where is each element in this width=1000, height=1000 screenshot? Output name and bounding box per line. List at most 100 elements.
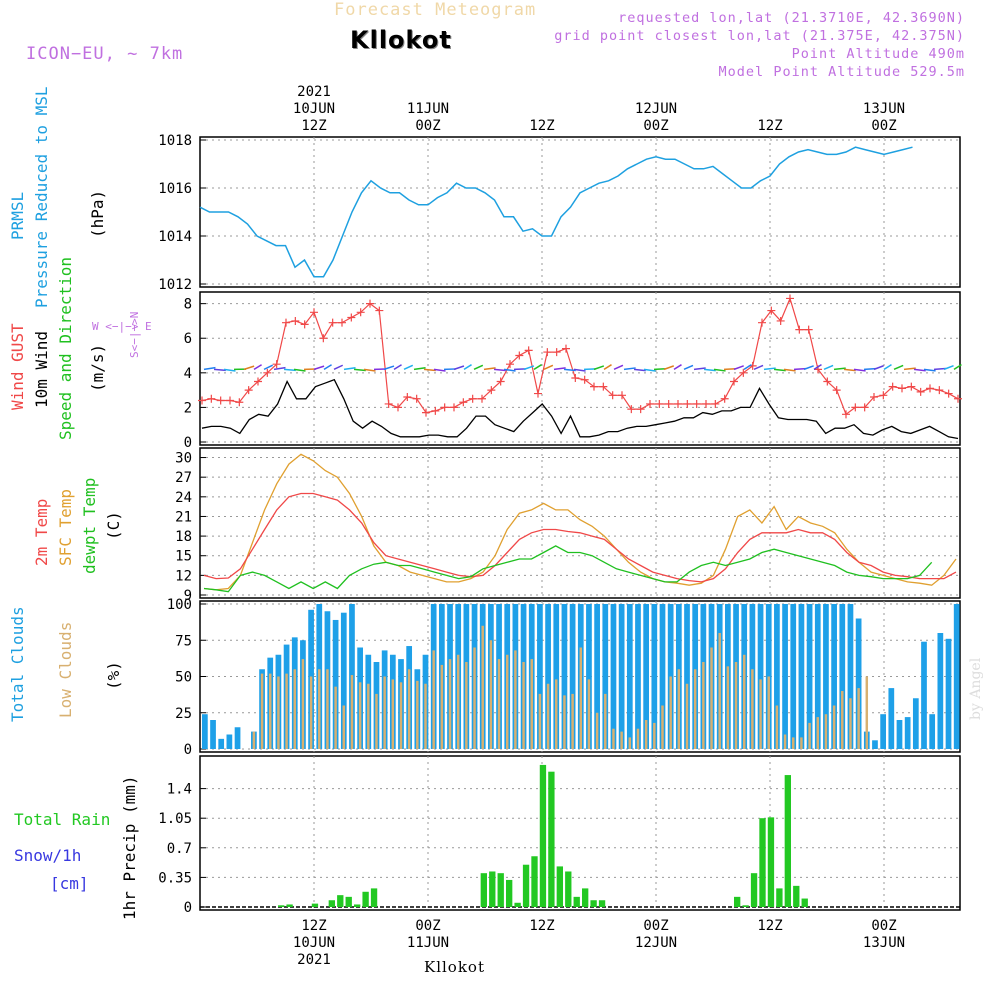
wind-arrow-46 [663,365,675,371]
wind-arrow-13 [333,364,344,371]
low-cloud-bar-80 [857,688,860,749]
grid-point-coords: grid point closest lon,lat (21.375E, 42.… [554,28,965,44]
gust-marker-49 [655,399,664,408]
wind-arrow-8 [283,368,296,372]
wind-ytick-label-4: 8 [184,297,192,313]
rain-bar-18 [354,904,361,907]
low-cloud-bar-67 [751,669,754,749]
wind-arrow-51 [713,368,726,372]
gust-marker-76 [907,382,916,391]
gust-marker-50 [664,399,673,408]
low-cloud-bar-39 [522,662,525,749]
gust-marker-20 [384,399,393,408]
wind-arrow-49 [693,367,706,371]
pressure-line [199,146,913,278]
low-cloud-bar-44 [563,695,566,749]
gust-marker-24 [422,408,430,417]
rain-bar-44 [573,896,580,907]
low-cloud-bar-26 [416,680,419,749]
low-cloud-bar-31 [456,654,460,749]
wind-arrow-68 [883,364,892,370]
gust-marker-80 [944,389,953,398]
bottom-time-label-1-0: 00Z [415,918,440,934]
low-cloud-bar-37 [506,654,509,749]
rain-bar-19 [362,891,369,907]
low-cloud-bar-12 [301,659,305,749]
rain-bar-65 [750,873,758,907]
low-cloud-bar-56 [661,705,664,749]
rain-bar-13 [311,903,319,907]
bottom-time-label-5-1: 13JUN [863,935,905,951]
temp-frame [199,447,961,599]
rain-bar-68 [776,888,783,907]
total-cloud-bar-54 [643,604,650,749]
total-cloud-bar-74 [806,604,813,749]
wind-arrow-39 [593,365,605,371]
top-time-label-0-2: 12Z [301,118,326,134]
wind-arrow-69 [893,364,904,371]
low-cloud-bar-38 [514,650,517,749]
temp-ytick-label-3: 18 [175,529,192,545]
wind-frame [199,291,961,446]
gust-marker-57 [730,377,738,386]
gust-marker-43 [599,382,608,391]
bottom-time-label-3-1: 12JUN [635,935,677,951]
low-cloud-bar-7 [260,673,264,749]
total-cloud-bar-78 [839,604,846,749]
low-cloud-bar-23 [391,679,395,749]
wind-arrow-14 [343,366,356,371]
wind-arrow-30 [503,368,516,372]
low-cloud-bar-9 [277,676,280,749]
low-cloud-bar-21 [375,693,378,749]
rain-bar-39 [531,856,538,907]
low-cloud-bar-47 [587,679,591,749]
gust-marker-42 [590,382,598,391]
low-cloud-bar-35 [489,640,493,749]
gust-marker-8 [272,360,281,369]
low-cloud-bar-41 [538,693,542,749]
gust-marker-52 [683,399,692,408]
gust-marker-38 [552,348,561,357]
gust-marker-53 [692,399,701,408]
gust-marker-33 [506,360,514,369]
low-cloud-bar-49 [604,693,607,749]
gust-marker-46 [627,405,636,414]
pressure-frame [199,136,961,288]
low-cloud-bar-73 [800,737,803,749]
total-cloud-bar-42 [545,604,551,749]
low-cloud-bar-55 [653,722,656,749]
rain-bar-69 [784,775,791,907]
total-cloud-bar-72 [790,604,797,749]
wind-arrow-16 [363,368,376,372]
wind-arrow-25 [453,365,465,371]
gust-marker-65 [804,325,813,334]
low-cloud-bar-68 [759,679,762,749]
low-cloud-bar-14 [318,669,321,749]
low-cloud-bar-8 [269,673,272,749]
clouds-ytick-label-3: 75 [175,633,192,649]
wind-arrow-12 [323,364,332,371]
low-cloud-bar-48 [595,712,599,749]
precip-ytick-label-1: 0.35 [158,870,192,886]
low-cloud-bar-74 [808,722,811,749]
low-cloud-bar-76 [824,714,828,749]
gust-marker-31 [487,386,496,395]
wind-arrow-64 [843,368,856,372]
wind-arrow-47 [673,364,682,371]
gust-marker-63 [786,294,794,303]
gust-marker-60 [758,318,766,327]
wind-arrow-48 [683,364,694,371]
gust-marker-78 [926,384,934,393]
wind-arrow-35 [553,367,566,371]
precip-frame [199,755,961,911]
rain-bar-20 [370,888,378,907]
low-cloud-bar-62 [710,647,713,749]
total-cloud-bar-49 [602,604,609,749]
wind-ytick-label-2: 4 [184,366,192,382]
bottom-time-label-5-0: 00Z [871,918,896,934]
wind-arrow-6 [263,364,273,371]
wind-arrow-29 [493,368,506,372]
rain-bar-15 [328,900,335,907]
gust-marker-2 [216,396,225,405]
wind-arrow-18 [383,365,395,371]
